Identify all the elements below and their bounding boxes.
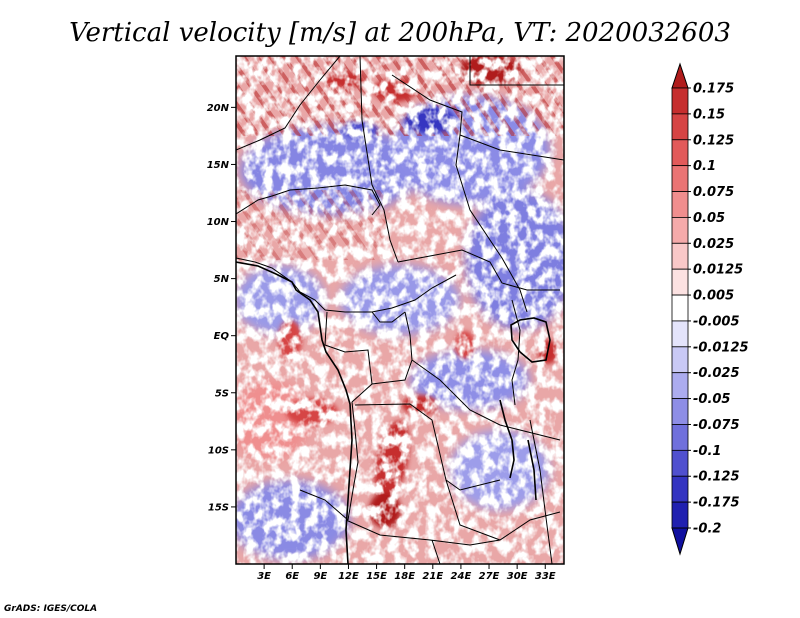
y-tick-label: 10N <box>207 217 230 228</box>
y-tick-label: 15N <box>207 160 230 171</box>
y-tick-label: 20N <box>207 103 230 114</box>
coastline <box>236 261 551 564</box>
colorbar-label: -0.2 <box>693 522 721 537</box>
map-field <box>236 56 564 564</box>
x-tick-label: 15E <box>366 571 387 582</box>
y-axis: 20N 15N 10N 5N EQ 5S 10S 15S <box>207 103 236 513</box>
colorbar-swatch <box>671 165 689 192</box>
colorbar-swatch <box>671 113 689 141</box>
colorbar-label: -0.175 <box>693 496 740 511</box>
colorbar-swatch <box>671 346 689 374</box>
colorbar-label: 0.15 <box>693 107 725 122</box>
colorbar-swatch <box>671 217 689 244</box>
colorbar-swatch <box>671 62 689 89</box>
colorbar-swatch <box>671 527 689 556</box>
colorbar-label: 0.075 <box>693 185 734 200</box>
colorbar-swatch <box>671 87 689 115</box>
y-tick-label: 15S <box>208 502 229 513</box>
country-borders <box>236 56 564 564</box>
colorbar-label: -0.005 <box>693 314 740 329</box>
colorbar-swatch <box>671 475 689 503</box>
x-tick-label: 21E <box>422 571 443 582</box>
x-tick-label: 6E <box>285 571 299 582</box>
x-tick-label: 27E <box>479 571 500 582</box>
chart-title: Vertical velocity [m/s] at 200hPa, VT: 2… <box>69 18 731 48</box>
colorbar-swatch <box>671 268 689 296</box>
colorbar-swatch <box>671 449 689 477</box>
colorbar-swatch <box>671 424 689 451</box>
colorbar-swatch <box>671 294 689 322</box>
colorbar: 0.175 0.15 0.125 0.1 0.075 0.05 0.025 0.0125 0.0… <box>671 62 749 556</box>
colorbar-label: -0.025 <box>693 366 740 381</box>
colorbar-label: 0.1 <box>693 159 716 174</box>
colorbar-label: 0.125 <box>693 133 734 148</box>
x-tick-label: 3E <box>257 571 271 582</box>
grads-credit: GrADS: IGES/COLA <box>4 604 98 614</box>
y-tick-label: 5N <box>214 274 230 285</box>
colorbar-label: -0.075 <box>693 418 740 433</box>
colorbar-swatch <box>671 139 689 167</box>
colorbar-label: -0.05 <box>693 392 730 407</box>
x-tick-label: 9E <box>313 571 327 582</box>
colorbar-swatch <box>671 372 689 399</box>
plot-frame <box>235 55 565 565</box>
x-tick-label: 18E <box>394 571 415 582</box>
x-axis: 3E 6E 9E 12E 15E 18E 21E 24E 27E 30E 33E <box>257 564 556 582</box>
y-tick-label: 10S <box>208 445 229 456</box>
colorbar-swatch <box>671 501 689 529</box>
colorbar-label: 0.175 <box>693 82 734 97</box>
colorbar-label: 0.0125 <box>693 263 743 278</box>
x-tick-label: 30E <box>507 571 528 582</box>
colorbar-label: -0.1 <box>693 444 721 459</box>
colorbar-label: 0.025 <box>693 237 734 252</box>
colorbar-swatch <box>671 320 689 348</box>
colorbar-swatch <box>671 191 689 218</box>
colorbar-label: 0.05 <box>693 211 725 226</box>
x-tick-label: 33E <box>535 571 556 582</box>
colorbar-label: -0.0125 <box>693 340 749 355</box>
y-tick-label: EQ <box>214 331 230 342</box>
colorbar-label: 0.005 <box>693 289 734 304</box>
y-tick-label: 5S <box>215 388 229 399</box>
x-tick-label: 24E <box>451 571 472 582</box>
colorbar-label: -0.125 <box>693 470 740 485</box>
x-tick-label: 12E <box>338 571 359 582</box>
colorbar-swatch <box>671 242 689 270</box>
colorbar-swatch <box>671 398 689 425</box>
